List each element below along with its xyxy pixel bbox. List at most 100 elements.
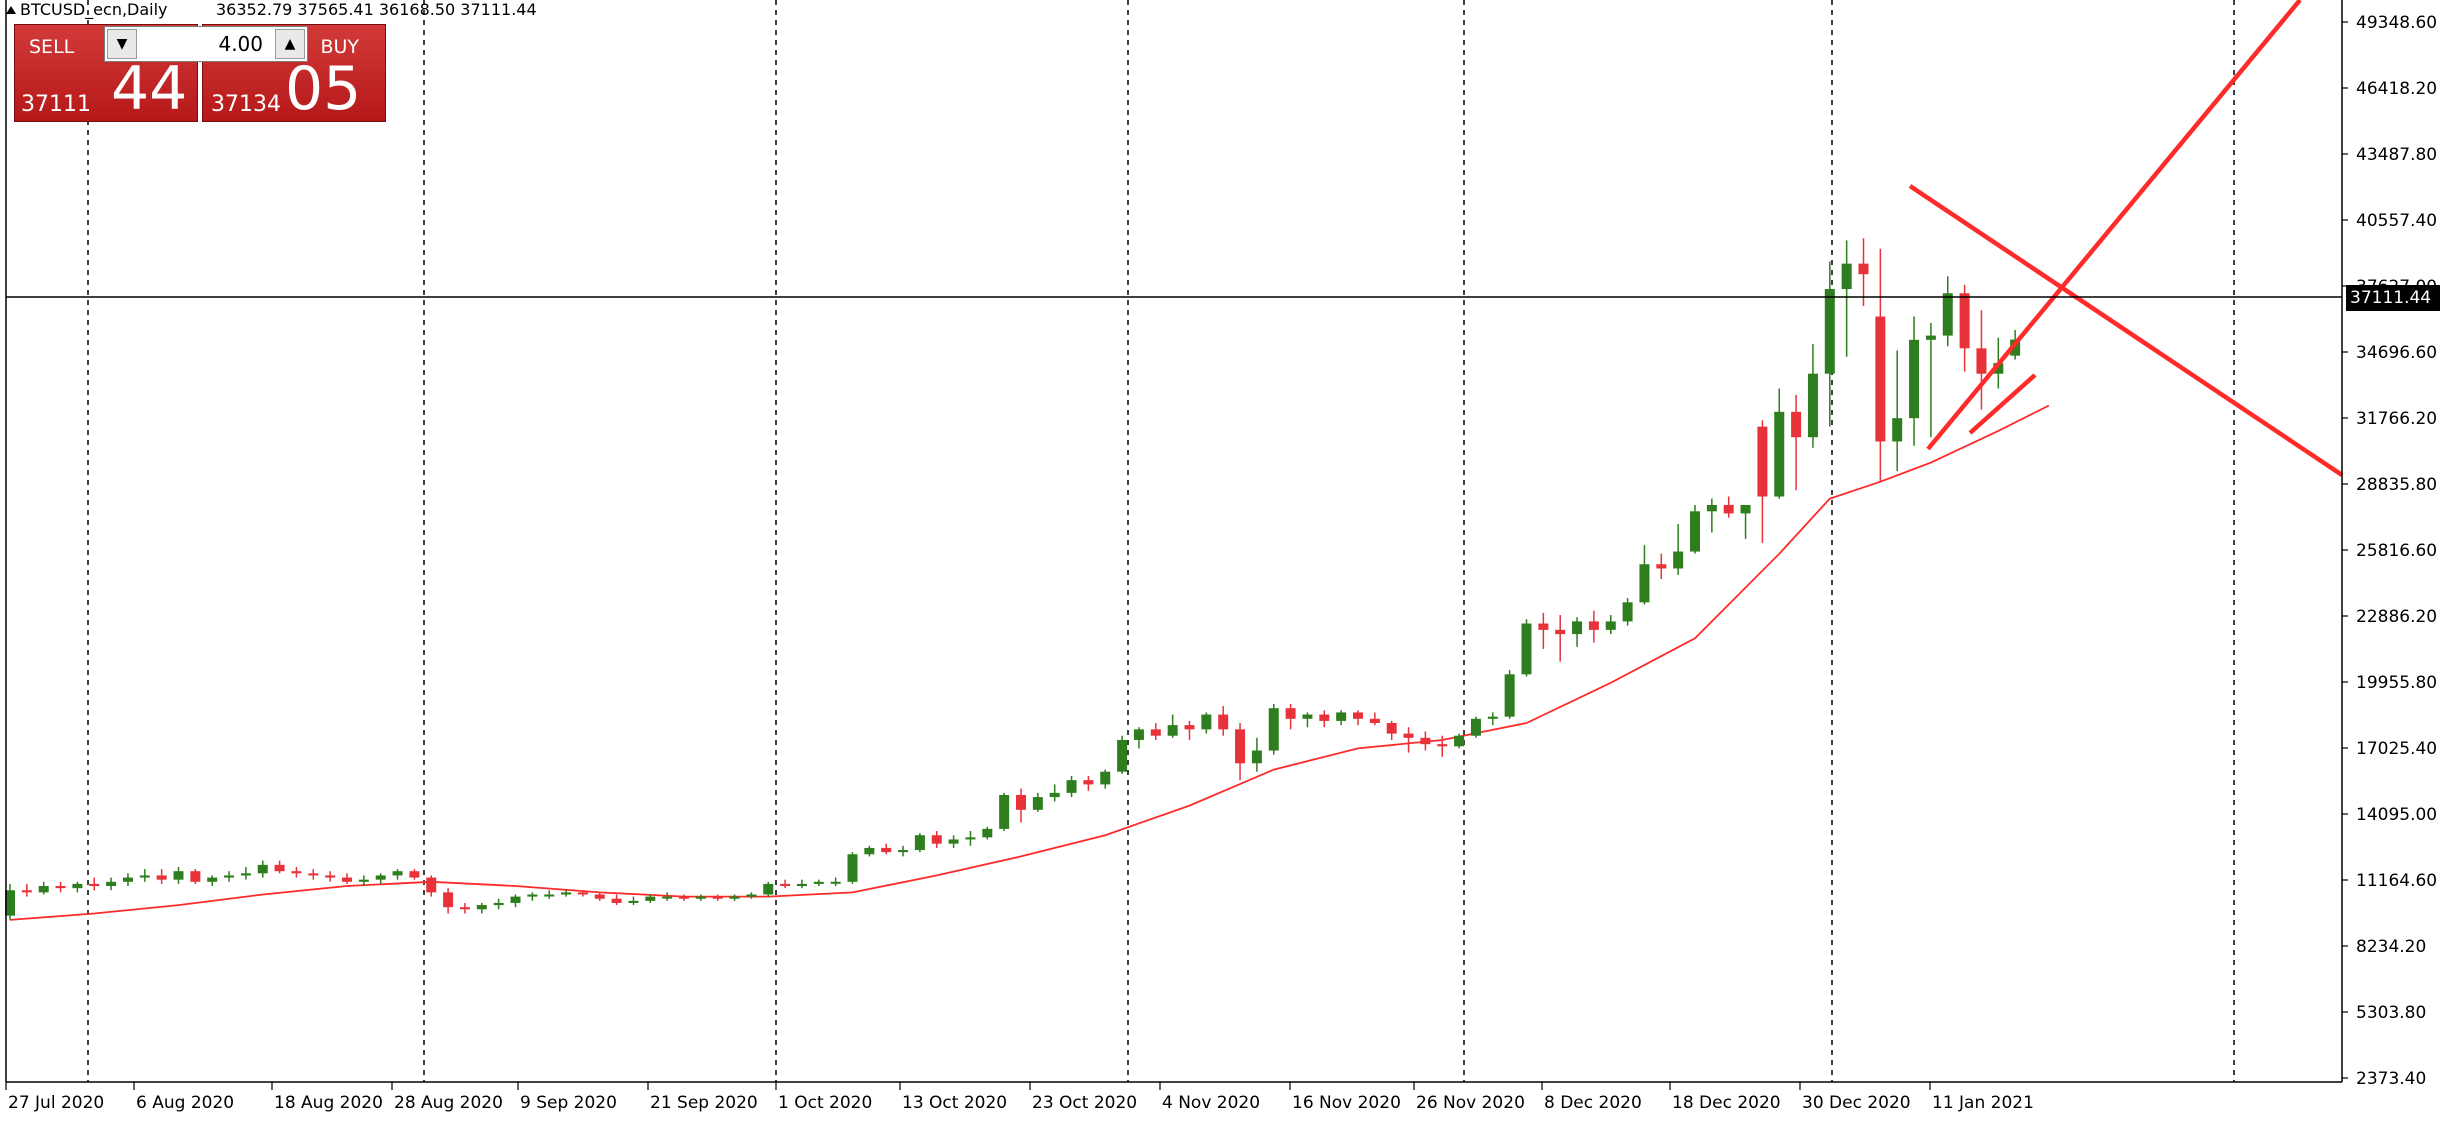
candle <box>1336 710 1347 726</box>
volume-increase-button[interactable]: ▲ <box>275 29 305 59</box>
candle <box>21 883 32 897</box>
trendlines[interactable] <box>1908 0 2344 477</box>
price-tick-label: 17025.40 <box>2356 739 2437 759</box>
volume-input[interactable] <box>139 29 271 59</box>
price-tick-label: 5303.80 <box>2356 1003 2426 1023</box>
candle <box>645 894 656 903</box>
buy-price-big: 05 <box>285 54 362 124</box>
candle-body <box>240 873 251 876</box>
candle-body <box>1706 504 1717 512</box>
candle-body <box>1353 712 1363 719</box>
candle <box>342 873 352 884</box>
time-tick-label: 11 Jan 2021 <box>1932 1093 2034 1113</box>
candle-body <box>1454 735 1465 747</box>
candle-body <box>1403 733 1414 738</box>
candle-body <box>1959 293 1970 349</box>
candle <box>830 877 841 887</box>
candle <box>931 830 942 848</box>
price-tick-label: 11164.60 <box>2356 871 2437 891</box>
candle <box>325 871 336 882</box>
candle <box>392 869 403 880</box>
time-tick-label: 28 Aug 2020 <box>394 1093 503 1113</box>
candle-body <box>577 892 588 895</box>
candle <box>207 875 218 887</box>
candle <box>89 877 100 891</box>
candle-body <box>1100 771 1111 785</box>
candle <box>106 877 117 891</box>
moving-average-line <box>9 404 2050 921</box>
trendline[interactable] <box>1908 184 2344 477</box>
candle <box>729 894 740 901</box>
candle <box>1774 388 1785 499</box>
candle-body <box>342 877 352 882</box>
candle <box>173 866 184 884</box>
candle <box>1959 284 1970 372</box>
candle <box>1504 670 1515 719</box>
candle <box>1353 710 1363 726</box>
candle <box>662 892 673 901</box>
candle <box>1824 261 1835 427</box>
candle <box>1167 714 1178 738</box>
sell-price-prefix: 37111 <box>21 92 91 117</box>
candle-body <box>476 905 487 910</box>
trendline[interactable] <box>1968 373 2037 435</box>
buy-price-prefix: 37134 <box>211 92 281 117</box>
candle <box>409 869 420 880</box>
candle-body <box>55 886 66 889</box>
candle-body <box>830 881 841 884</box>
candle-body <box>1791 411 1802 438</box>
candle-body <box>1167 725 1178 736</box>
candle-body <box>1656 564 1667 569</box>
candle-body <box>914 835 925 851</box>
candle-body <box>544 894 555 897</box>
trendline[interactable] <box>1926 0 2302 451</box>
candle-body <box>1892 418 1903 442</box>
candle-body <box>1251 750 1262 764</box>
candle <box>426 875 437 897</box>
candle <box>1386 720 1397 740</box>
candle <box>257 860 268 878</box>
candle-body <box>1201 714 1212 730</box>
candle <box>594 892 605 901</box>
candle-body <box>1538 623 1549 630</box>
candle-body <box>375 875 386 880</box>
candle-body <box>1032 797 1043 810</box>
time-tick-label: 8 Dec 2020 <box>1544 1093 1642 1113</box>
candle <box>1032 792 1043 812</box>
price-tick-label: 25816.60 <box>2356 541 2437 561</box>
candle-body <box>190 871 201 882</box>
candle-body <box>1588 621 1599 630</box>
candle-body <box>325 875 336 878</box>
candle <box>1942 276 1953 347</box>
candle-body <box>1774 411 1785 497</box>
candle <box>1639 545 1650 605</box>
candle-body <box>1066 780 1077 793</box>
candle-body <box>948 839 959 844</box>
candle-body <box>21 890 32 893</box>
candle-body <box>813 881 824 884</box>
price-tick-label: 28835.80 <box>2356 475 2437 495</box>
candle <box>1016 788 1026 823</box>
candle <box>1218 706 1229 736</box>
candle-body <box>38 886 49 893</box>
candle-body <box>2010 339 2021 356</box>
symbol-timeframe-label: BTCUSD_ecn,Daily <box>20 0 168 20</box>
candle-body <box>89 883 100 887</box>
volume-stepper[interactable]: ▼ ▲ <box>104 26 308 62</box>
candle <box>190 869 201 884</box>
candle <box>224 871 235 882</box>
candle-body <box>1470 718 1481 736</box>
volume-decrease-button[interactable]: ▼ <box>107 29 137 59</box>
candle <box>1925 322 1936 438</box>
current-price-label: 37111.44 <box>2346 285 2440 311</box>
collapse-arrow-icon[interactable] <box>6 6 16 14</box>
one-click-trading-panel: SELL 37111 44 BUY 37134 05 ▼ ▲ <box>14 24 386 124</box>
candle-body <box>173 871 184 880</box>
candle-body <box>1083 780 1094 785</box>
candle-body <box>982 828 993 838</box>
candle <box>55 881 66 893</box>
candle <box>1791 394 1802 491</box>
candle-body <box>965 837 976 840</box>
